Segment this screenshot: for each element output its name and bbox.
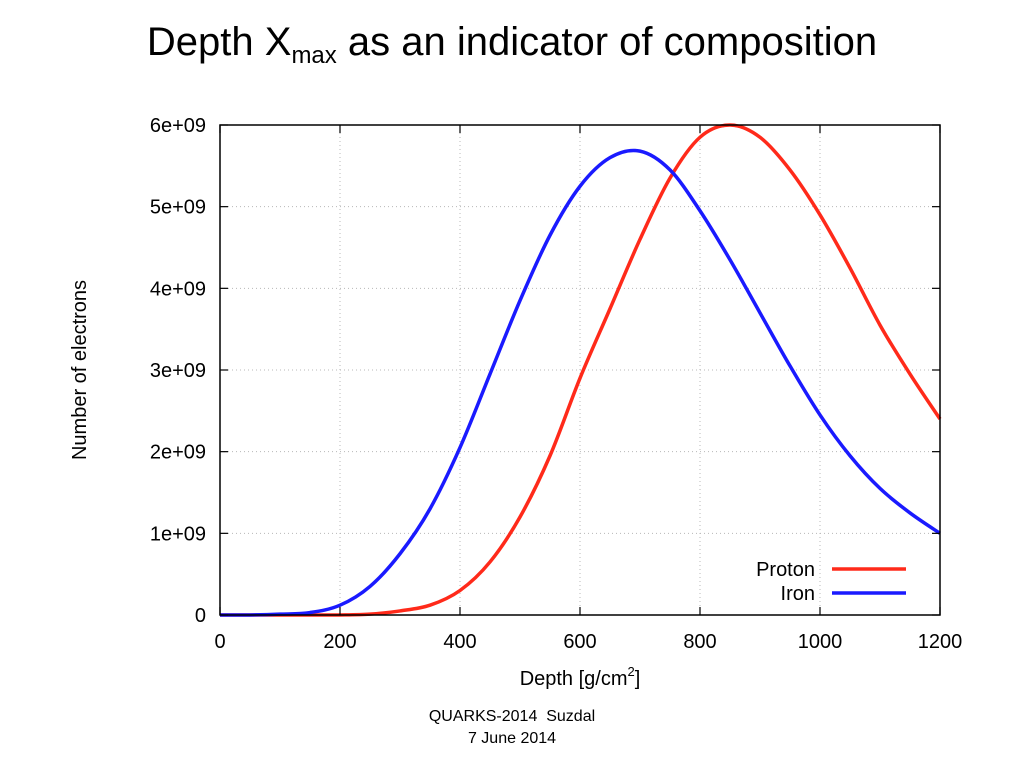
x-tick-labels: 0 200 400 600 800 1000 1200	[214, 631, 962, 653]
x-tick-label: 1000	[798, 631, 843, 653]
y-tick-label: 4e+09	[150, 278, 206, 300]
x-tick-label: 200	[323, 631, 356, 653]
x-tick-label: 600	[563, 631, 596, 653]
y-tick-label: 3e+09	[150, 360, 206, 382]
x-tick-label: 1200	[918, 631, 963, 653]
y-tick-label: 1e+09	[150, 523, 206, 545]
slide-title: Depth Xmax as an indicator of compositio…	[0, 14, 1024, 70]
y-tick-label: 0	[195, 605, 206, 627]
title-main: Depth X	[146, 20, 292, 64]
grid-lines	[220, 125, 940, 615]
x-tick-label: 400	[443, 631, 476, 653]
x-tick-label: 0	[214, 631, 225, 653]
footer-date: 7 June 2014	[467, 730, 557, 747]
x-axis-label: Depth [g/cm2]	[520, 664, 641, 690]
footer-conference: QUARKS-2014 Suzdal	[428, 708, 596, 725]
legend-label-iron: Iron	[781, 583, 815, 605]
y-tick-label: 2e+09	[150, 442, 206, 464]
electron-depth-chart: 0 1e+09 2e+09 3e+09 4e+09 5e+09 6e+09 0 200 400 6…	[69, 115, 962, 690]
x-axis-label-end: ]	[635, 668, 641, 690]
legend-label-proton: Proton	[756, 559, 815, 581]
axis-ticks	[219, 124, 941, 616]
slide-footer: QUARKS-2014 Suzdal 7 June 2014	[312, 706, 712, 750]
x-axis-label-sup: 2	[628, 664, 635, 679]
title-rest: as an indicator of composition	[336, 20, 878, 64]
y-axis-label: Number of electrons	[69, 280, 91, 460]
y-tick-labels: 0 1e+09 2e+09 3e+09 4e+09 5e+09 6e+09	[150, 115, 206, 627]
series-line-iron	[219, 148, 941, 617]
y-tick-label: 5e+09	[150, 197, 206, 219]
y-tick-label: 6e+09	[150, 115, 206, 137]
x-tick-label: 800	[683, 631, 716, 653]
x-axis-label-main: Depth [g/cm	[520, 668, 628, 690]
title-subscript: max	[291, 42, 337, 69]
